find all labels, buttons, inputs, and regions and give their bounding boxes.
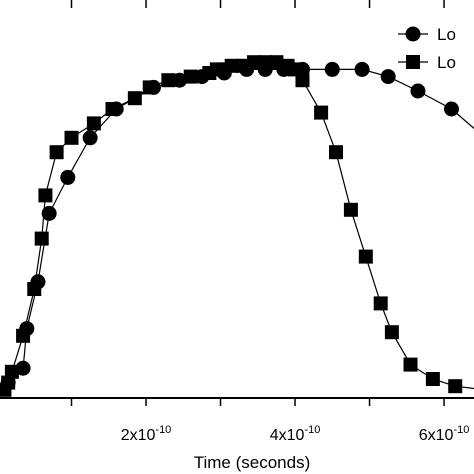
series-0-point-20 (443, 101, 459, 117)
series-1-point-9 (86, 116, 101, 131)
series-1-line (3, 61, 474, 391)
legend-marker-square (406, 55, 420, 69)
series-1-point-12 (142, 80, 157, 95)
legend: Lo Lo (398, 25, 456, 72)
series-1-point-25 (295, 73, 310, 88)
series-1-point-24 (288, 62, 303, 77)
series-1-point-3 (16, 328, 31, 343)
series-1-point-18 (224, 58, 239, 73)
series-0-point-1 (15, 360, 31, 376)
x-tick-label-2: 2x10-10 (121, 424, 172, 444)
series-1-point-10 (105, 102, 120, 116)
series-1-point-31 (384, 325, 399, 340)
series-1-point-14 (183, 69, 198, 84)
legend-marker-circle (405, 26, 421, 42)
series-1-point-20 (247, 55, 262, 70)
x-tick-label-4: 4x10-10 (270, 424, 321, 444)
series-0-point-19 (410, 83, 426, 99)
x-tick-label-6: 6x10-10 (419, 424, 470, 444)
series-1-point-34 (448, 379, 463, 394)
series-1-point-2 (4, 364, 19, 379)
series-1-point-27 (329, 145, 344, 160)
legend-label-1: Lo (437, 25, 456, 44)
series-1-point-4 (27, 282, 42, 296)
legend-label-2: Lo (437, 53, 456, 72)
series-0-point-9 (172, 72, 188, 88)
series-1-point-19 (235, 58, 250, 73)
series-1-point-29 (358, 249, 373, 264)
series-1-point-22 (269, 55, 284, 70)
series-1-point-32 (403, 357, 418, 372)
series-1-point-7 (49, 145, 64, 160)
series-0-point-5 (60, 169, 76, 185)
series-0-point-16 (324, 61, 340, 77)
series-0-point-6 (82, 130, 98, 146)
series-1-point-1 (1, 375, 16, 390)
series-1-point-30 (373, 296, 388, 311)
series-1-point-8 (64, 130, 79, 145)
series-1-point-11 (127, 91, 142, 106)
series-layer (0, 55, 474, 397)
series-1-point-13 (161, 73, 176, 88)
series-0-line (7, 68, 474, 384)
series-1-point-28 (343, 202, 358, 217)
series-1-point-6 (38, 188, 53, 203)
series-1-point-21 (258, 55, 273, 70)
series-1-point-0 (0, 382, 12, 397)
series-1-point-5 (34, 231, 49, 246)
series-0-point-4 (41, 205, 57, 221)
x-axis-title: Time (seconds) (194, 453, 311, 472)
series-1-point-26 (314, 105, 329, 120)
series-1-point-33 (425, 372, 440, 386)
series-0-point-17 (354, 61, 370, 77)
plot-frame (0, 397, 474, 399)
series-0-point-18 (380, 69, 396, 85)
